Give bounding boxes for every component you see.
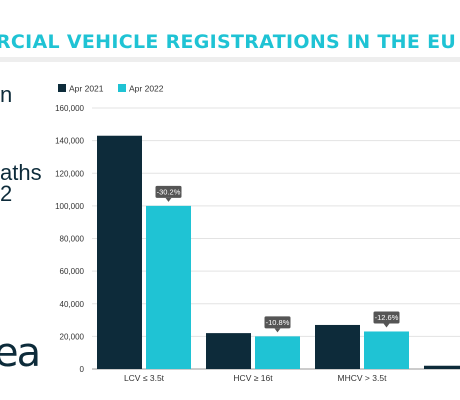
bar-apr-2021 — [206, 333, 251, 369]
bar-apr-2021 — [315, 324, 360, 369]
side-text-line-3: 2 — [0, 181, 13, 206]
y-tick-label: 140,000 — [55, 137, 84, 146]
brand-logo: ea — [0, 330, 41, 376]
y-tick-label: 160,000 — [55, 104, 84, 113]
x-tick-label: LCV ≤ 3.5t — [124, 373, 165, 383]
bar-apr-2022 — [364, 331, 409, 369]
callout-label: -12.6% — [375, 313, 399, 322]
y-tick-label: 60,000 — [60, 267, 85, 276]
y-tick-label: 40,000 — [60, 300, 85, 309]
legend-swatch — [58, 84, 66, 92]
callout-box — [264, 316, 291, 329]
y-axis: 0 20,000 40,000 60,000 80,000 100,000 120,000 1… — [55, 104, 84, 374]
bar-apr-2022 — [255, 336, 300, 369]
bar-apr-2021 — [424, 365, 460, 369]
x-tick-label: HCV ≥ 16t — [233, 373, 273, 383]
chart-title: RCIAL VEHICLE REGISTRATIONS IN THE EU — [0, 31, 456, 53]
legend: Apr 2021 Apr 2022 — [58, 84, 164, 94]
side-text-line-2: aths — [0, 160, 42, 185]
callout-label: -30.2% — [157, 187, 181, 196]
callout-pointer — [274, 328, 281, 333]
bar-apr-2022 — [146, 205, 191, 369]
callout-box — [155, 185, 182, 198]
bars — [97, 135, 460, 369]
x-tick-label: MHCV > 3.5t — [338, 373, 388, 383]
bar-apr-2021 — [97, 135, 142, 369]
side-text-line-1: n — [0, 82, 13, 107]
callout-box — [373, 311, 400, 324]
callouts: -30.2% -10.8% -12.6% — [155, 185, 400, 333]
title-underline — [0, 57, 460, 62]
y-tick-label: 120,000 — [55, 169, 84, 178]
y-tick-label: 100,000 — [55, 202, 84, 211]
legend-label: Apr 2022 — [129, 84, 164, 94]
callout-label: -10.8% — [266, 318, 290, 327]
legend-swatch — [118, 84, 126, 92]
y-tick-label: 20,000 — [60, 332, 85, 341]
y-tick-label: 80,000 — [60, 235, 85, 244]
callout-pointer — [165, 197, 172, 202]
callout-pointer — [383, 323, 390, 328]
legend-label: Apr 2021 — [69, 84, 104, 94]
y-tick-label: 0 — [80, 365, 85, 374]
